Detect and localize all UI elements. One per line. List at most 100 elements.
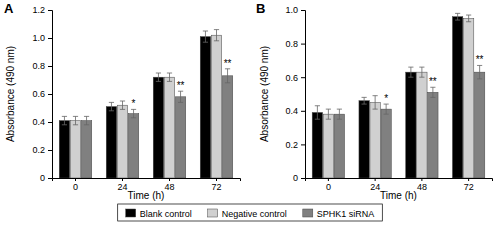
x-tick: 24 xyxy=(117,178,127,192)
significance-mark: ** xyxy=(177,80,185,91)
y-tick: 0.2 xyxy=(285,140,305,150)
bar xyxy=(106,107,116,178)
y-tick-label: 0.4 xyxy=(32,117,45,127)
error-bar-line xyxy=(156,73,161,74)
bar xyxy=(175,97,185,178)
error-bar-line xyxy=(62,124,67,125)
error-bar xyxy=(466,15,471,22)
y-tick-label: 1.0 xyxy=(32,33,45,43)
bar xyxy=(59,121,69,178)
bar xyxy=(211,35,221,178)
error-bar-line xyxy=(408,67,413,68)
y-tick-label: 0.8 xyxy=(32,61,45,71)
x-tick-label: 72 xyxy=(211,182,221,192)
error-bar-line xyxy=(479,65,480,78)
x-tick: 48 xyxy=(417,178,427,192)
x-tick-label: 48 xyxy=(164,182,174,192)
error-bar xyxy=(131,109,136,117)
error-bar-line xyxy=(430,97,435,98)
error-bar-line xyxy=(167,73,172,74)
error-bar-line xyxy=(337,109,342,110)
panel-title: A xyxy=(4,1,14,16)
error-bar-line xyxy=(419,67,424,68)
x-tick-label: 24 xyxy=(370,182,380,192)
y-tick-mark xyxy=(48,66,52,67)
y-tick-mark xyxy=(301,144,305,145)
x-tick-mark xyxy=(75,178,76,181)
legend-item: SPHK1 siRNA xyxy=(303,209,375,219)
y-tick-mark xyxy=(301,10,305,11)
error-bar-line xyxy=(315,105,320,106)
x-tick-mark xyxy=(122,178,123,181)
error-bar-line xyxy=(455,13,460,14)
error-bar xyxy=(214,30,219,41)
error-bar-line xyxy=(120,101,125,102)
bar xyxy=(452,17,462,178)
error-bar xyxy=(225,69,230,83)
bar xyxy=(323,114,333,178)
bar xyxy=(406,72,416,178)
y-tick: 1.0 xyxy=(32,33,52,43)
x-tick: 72 xyxy=(211,178,221,192)
error-bar-line xyxy=(73,116,78,117)
legend-label: Blank control xyxy=(140,209,192,219)
y-tick: 0.8 xyxy=(285,39,305,49)
y-axis-line xyxy=(48,11,53,179)
legend-label: SPHK1 siRNA xyxy=(317,209,375,219)
bar-series xyxy=(70,30,221,178)
error-bar-line xyxy=(64,116,65,124)
error-bar-line xyxy=(225,82,230,83)
error-bar xyxy=(408,67,413,77)
plot-marks xyxy=(59,30,233,178)
x-tick: 72 xyxy=(464,178,474,192)
error-bar-line xyxy=(362,97,367,98)
error-bar-line xyxy=(328,109,329,119)
error-bar xyxy=(315,106,320,119)
x-tick-label: 72 xyxy=(464,182,474,192)
error-bar-line xyxy=(326,119,331,120)
y-tick-mark xyxy=(48,94,52,95)
error-bar xyxy=(120,101,125,109)
x-tick-mark xyxy=(216,178,217,181)
bar xyxy=(70,121,80,178)
error-bar xyxy=(73,116,78,124)
bar-series xyxy=(81,69,232,178)
legend-item: Blank control xyxy=(126,209,192,219)
error-bar-line xyxy=(457,13,458,20)
legend-swatch xyxy=(208,209,218,217)
error-bar-line xyxy=(111,102,112,110)
error-bar-line xyxy=(158,73,159,81)
y-tick-mark xyxy=(48,178,52,179)
y-tick-label: 0.2 xyxy=(32,145,45,155)
error-bar-line xyxy=(203,31,208,32)
error-bar-line xyxy=(62,116,67,117)
error-bar-line xyxy=(455,20,460,21)
x-tick-label: 48 xyxy=(417,182,427,192)
y-tick-mark xyxy=(301,77,305,78)
x-axis-title: Time (h) xyxy=(128,190,165,201)
plot-marks xyxy=(312,13,485,178)
error-bar-line xyxy=(386,104,387,114)
bar xyxy=(463,18,473,178)
error-bar-line xyxy=(373,109,378,110)
y-tick: 0.6 xyxy=(32,89,52,99)
bar xyxy=(334,114,344,178)
error-bar-line xyxy=(384,114,389,115)
bar-series xyxy=(334,65,485,178)
error-bar-line xyxy=(214,40,219,41)
error-bar-line xyxy=(466,15,471,16)
significance-mark: ** xyxy=(476,54,484,65)
error-bar xyxy=(419,67,424,77)
error-bar xyxy=(337,109,342,119)
x-tick: 48 xyxy=(164,178,174,192)
x-tick-mark xyxy=(375,178,376,181)
error-bar-line xyxy=(122,101,123,109)
error-bar xyxy=(62,116,67,124)
legend-swatch xyxy=(126,209,136,217)
legend-label: Negative control xyxy=(222,209,287,219)
bar-series xyxy=(59,31,210,178)
y-tick-label: 0.8 xyxy=(285,39,298,49)
bar xyxy=(164,77,174,178)
error-bar-line xyxy=(375,96,376,109)
x-axis-title: Time (h) xyxy=(380,190,417,201)
